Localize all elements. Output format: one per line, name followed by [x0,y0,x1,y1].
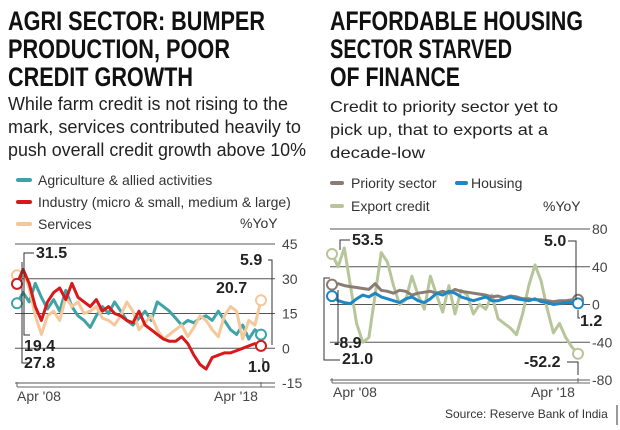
right-subtitle-line-3: decade-low [330,145,426,162]
right-panel: AFFORDABLE HOUSING SECTOR STARVED OF FIN… [323,6,612,400]
right-title-line-1: AFFORDABLE HOUSING [330,6,583,36]
annotation-label: 31.5 [36,245,67,262]
y-tick-label: 40 [592,259,608,275]
legend-swatch-services [16,222,32,226]
legend-label-services: Services [38,216,92,232]
endpoint-marker-services [255,294,267,307]
annotation-label: -8.9 [334,335,362,352]
y-tick-label: 0 [282,340,290,356]
legend-label-agriculture: Agriculture & allied activities [38,172,212,188]
right-subtitle-line-1: Credit to priority sector yet to [330,99,558,116]
right-title-line-2: SECTOR STARVED [330,34,512,64]
endpoint-marker-industry [255,339,267,352]
right-ylabel: %YoY [543,198,581,214]
annotation-label: 1.0 [248,359,270,376]
left-panel: AGRI SECTOR: BUMPER PRODUCTION, POOR CRE… [8,6,306,404]
endpoint-marker-agriculture [255,328,267,341]
y-tick-label: 80 [592,221,608,237]
annotation-leader-lines [323,239,580,375]
right-subtitle-line-2: pick up, that to exports at a [330,122,548,139]
annotation-label: 53.5 [352,232,383,249]
y-tick-label: -80 [592,372,612,388]
left-title-line-3: CREDIT GROWTH [8,62,193,92]
series-line-industry [15,268,262,371]
endpoint-marker-export [572,347,584,360]
annotation-label: 19.4 [24,338,55,355]
legend-swatch-agriculture [16,178,32,182]
left-subtitle-line-2: mark, services contributed heavily to [8,117,301,137]
left-title-line-2: PRODUCTION, POOR [8,34,230,64]
endpoint-marker-export [326,248,338,261]
left-plot-area: 45 30 15 0 -15 [11,236,302,391]
annotation-label: 5.0 [544,233,566,250]
annotation-label: 5.9 [240,252,262,269]
left-subtitle-line-3: push overall credit growth above 10% [8,140,306,160]
legend-swatch-housing [455,181,468,185]
legend-label-priority: Priority sector [351,175,437,191]
series-line-export [330,246,580,355]
right-plot-area: 80 40 0 -40 -80 [326,221,612,388]
legend-label-export: Export credit [351,198,430,214]
x-tick-label: Apr '18 [214,388,258,404]
x-tick-label: Apr '08 [333,384,377,400]
legend-label-industry: Industry (micro & small, medium & large) [38,194,291,210]
endpoint-marker-priority [326,278,338,291]
annotation-leader-lines [21,252,273,364]
left-ylabel: %YoY [240,215,278,231]
legend-label-housing: Housing [471,175,522,191]
annotation-label: 20.7 [216,280,247,297]
y-tick-label: 45 [282,236,298,252]
y-tick-label: 0 [592,297,600,313]
endpoint-marker-agriculture [11,297,23,310]
annotation-label: 27.8 [24,355,55,372]
right-title-line-3: OF FINANCE [330,62,460,92]
legend-swatch-industry [16,200,32,204]
y-tick-label: 15 [282,306,298,322]
legend-swatch-export [330,204,344,208]
y-tick-label: 30 [282,271,298,287]
series-line-agriculture [15,281,262,341]
annotation-label: -52.2 [524,354,561,371]
endpoint-marker-industry [11,277,23,290]
left-title-line-1: AGRI SECTOR: BUMPER [8,6,265,36]
source-note: Source: Reserve Bank of India [445,407,608,421]
endpoint-marker-housing [326,290,338,303]
y-tick-label: -40 [592,334,612,350]
y-tick-label: -15 [282,375,302,391]
legend-swatch-priority [330,181,344,185]
series-line-services [16,270,263,341]
annotation-label: 1.2 [580,313,602,330]
x-tick-label: Apr '18 [531,384,575,400]
x-tick-label: Apr '08 [17,388,61,404]
annotation-label: 21.0 [342,351,373,368]
series-line-housing [331,289,579,306]
left-subtitle-line-1: While farm credit is not rising to the [8,94,288,114]
endpoint-marker-housing [572,297,584,310]
